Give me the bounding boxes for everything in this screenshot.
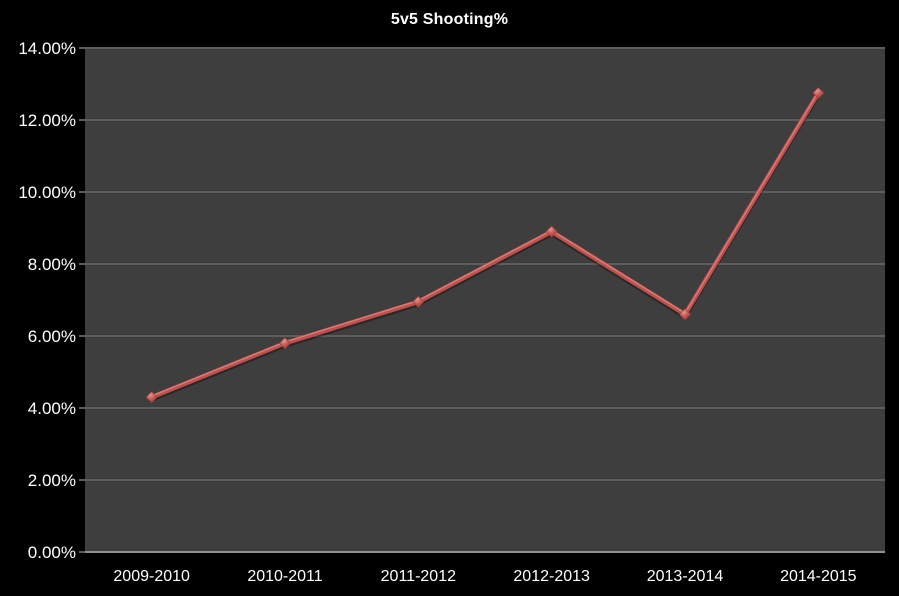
data-point-marker [279,337,291,350]
data-point-marker [412,295,425,308]
x-tick-label: 2011-2012 [380,568,456,585]
x-tick-label: 2010-2011 [247,568,323,585]
series-line-highlight [151,91,819,397]
x-tick-label: 2009-2010 [113,568,190,585]
data-point-marker [679,308,691,321]
x-tick-label: 2014-2015 [780,568,857,585]
series-line-shadow [149,93,821,402]
data-point-marker [545,225,558,238]
y-tick-label: 14.00% [18,39,76,58]
x-tick-label: 2013-2014 [646,568,724,585]
y-tick-label: 12.00% [18,111,76,130]
y-tick-label: 0.00% [27,543,76,562]
data-point-marker [812,87,825,99]
x-tick-label: 2012-2013 [513,568,590,585]
series-line [149,90,821,400]
y-tick-label: 10.00% [18,183,76,202]
line-chart-svg [79,47,885,553]
data-point-marker [145,391,158,404]
y-tick-label: 8.00% [27,255,76,274]
y-tick-label: 4.00% [27,399,76,418]
plot-area [79,47,885,553]
x-axis-labels: 2009-2010 2010-2011 2011-2012 2012-2013 2013… [85,568,885,592]
y-tick-label: 6.00% [27,327,76,346]
y-tick-label: 2.00% [27,471,76,490]
chart-title: 5v5 Shooting% [390,11,509,28]
y-axis-labels: 14.00% 12.00% 10.00% 8.00% 6.00% 4.00% 2.00% 0.… [0,0,76,596]
